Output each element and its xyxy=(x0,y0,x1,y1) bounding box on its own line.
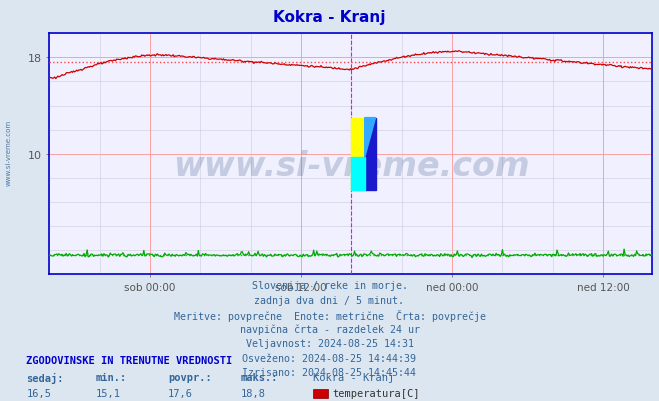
Text: Meritve: povprečne  Enote: metrične  Črta: povprečje: Meritve: povprečne Enote: metrične Črta:… xyxy=(173,310,486,322)
Text: Osveženo: 2024-08-25 14:44:39: Osveženo: 2024-08-25 14:44:39 xyxy=(243,353,416,363)
Text: Veljavnost: 2024-08-25 14:31: Veljavnost: 2024-08-25 14:31 xyxy=(246,338,413,348)
Text: www.si-vreme.com: www.si-vreme.com xyxy=(5,119,12,185)
Text: ZGODOVINSKE IN TRENUTNE VREDNOSTI: ZGODOVINSKE IN TRENUTNE VREDNOSTI xyxy=(26,355,233,365)
Text: sedaj:: sedaj: xyxy=(26,372,64,383)
Bar xyxy=(351,158,364,190)
Text: Kokra - Kranj: Kokra - Kranj xyxy=(273,10,386,25)
Text: povpr.:: povpr.: xyxy=(168,372,212,382)
Bar xyxy=(364,118,376,190)
Text: navpična črta - razdelek 24 ur: navpična črta - razdelek 24 ur xyxy=(239,324,420,334)
Text: zadnja dva dni / 5 minut.: zadnja dva dni / 5 minut. xyxy=(254,295,405,305)
Text: temperatura[C]: temperatura[C] xyxy=(333,388,420,398)
Bar xyxy=(351,118,364,190)
Text: Izrisano: 2024-08-25 14:45:44: Izrisano: 2024-08-25 14:45:44 xyxy=(243,367,416,377)
Text: 18,8: 18,8 xyxy=(241,388,266,398)
Polygon shape xyxy=(364,118,376,158)
Text: 15,1: 15,1 xyxy=(96,388,121,398)
Text: 16,5: 16,5 xyxy=(26,388,51,398)
Text: 17,6: 17,6 xyxy=(168,388,193,398)
Text: Kokra - Kranj: Kokra - Kranj xyxy=(313,372,394,382)
Text: www.si-vreme.com: www.si-vreme.com xyxy=(173,150,529,183)
Text: min.:: min.: xyxy=(96,372,127,382)
Text: Slovenija / reke in morje.: Slovenija / reke in morje. xyxy=(252,281,407,291)
Text: maks.:: maks.: xyxy=(241,372,278,382)
